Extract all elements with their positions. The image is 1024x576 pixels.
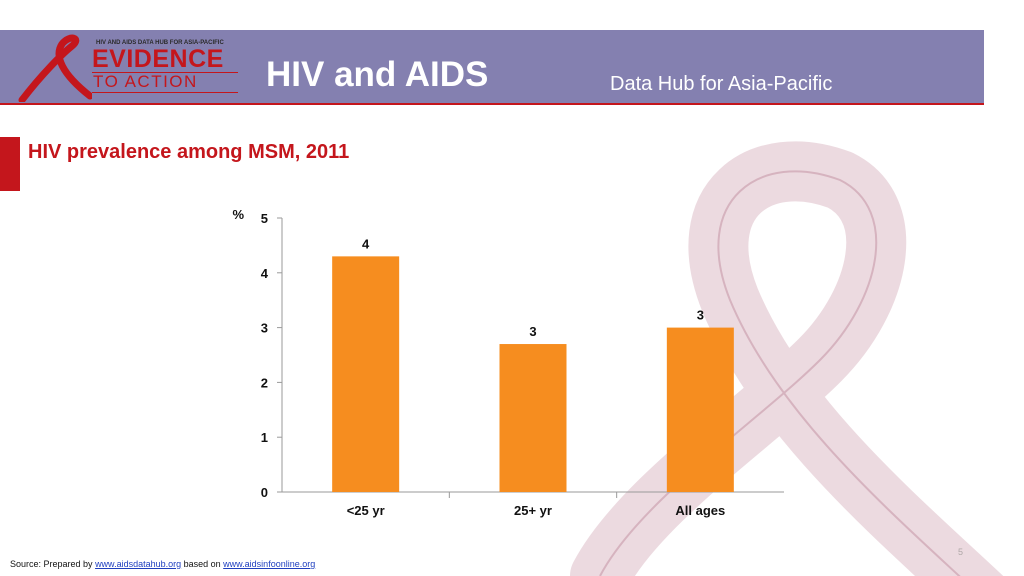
header-subtitle: Data Hub for Asia-Pacific	[610, 73, 833, 95]
x-tick-label: All ages	[675, 503, 725, 518]
data-label: 3	[697, 308, 704, 323]
header-title: HIV and AIDS	[266, 55, 489, 94]
y-tick-label: 0	[261, 485, 268, 500]
logo-rule-top	[92, 72, 238, 73]
y-tick-label: 1	[261, 430, 268, 445]
y-unit-label: %	[232, 207, 244, 222]
x-tick-label: 25+ yr	[514, 503, 552, 518]
bar	[499, 344, 567, 492]
logo-evidence-text: EVIDENCE	[92, 45, 224, 73]
data-label: 4	[362, 236, 370, 251]
logo-to-action-text: TO ACTION	[93, 72, 198, 91]
slide-title: HIV prevalence among MSM, 2011	[28, 141, 350, 163]
header-bar	[0, 30, 984, 104]
aidsinfoonline-link[interactable]: www.aidsinfoonline.org	[223, 559, 316, 569]
evidence-to-action-logo: HIV AND AIDS DATA HUB FOR ASIA-PACIFIC E…	[12, 34, 252, 102]
x-tick-label: <25 yr	[347, 503, 385, 518]
source-middle: based on	[181, 559, 224, 569]
source-footer: Source: Prepared by www.aidsdatahub.org …	[10, 559, 315, 569]
y-tick-label: 3	[261, 321, 268, 336]
bar	[666, 327, 734, 492]
y-tick-label: 4	[261, 266, 269, 281]
source-prefix: Source: Prepared by	[10, 559, 96, 569]
title-accent-bar	[0, 137, 20, 191]
data-label: 3	[529, 324, 536, 339]
logo-rule-bottom	[92, 92, 238, 93]
logo-top-text: HIV AND AIDS DATA HUB FOR ASIA-PACIFIC	[96, 40, 224, 46]
red-ribbon-icon	[18, 34, 92, 102]
y-tick-label: 2	[261, 375, 268, 390]
page-number: 5	[958, 547, 964, 557]
aidsdatahub-link[interactable]: www.aidsdatahub.org	[95, 559, 182, 569]
bar	[332, 256, 400, 492]
header-divider	[0, 103, 984, 105]
y-tick-label: 5	[261, 211, 268, 226]
